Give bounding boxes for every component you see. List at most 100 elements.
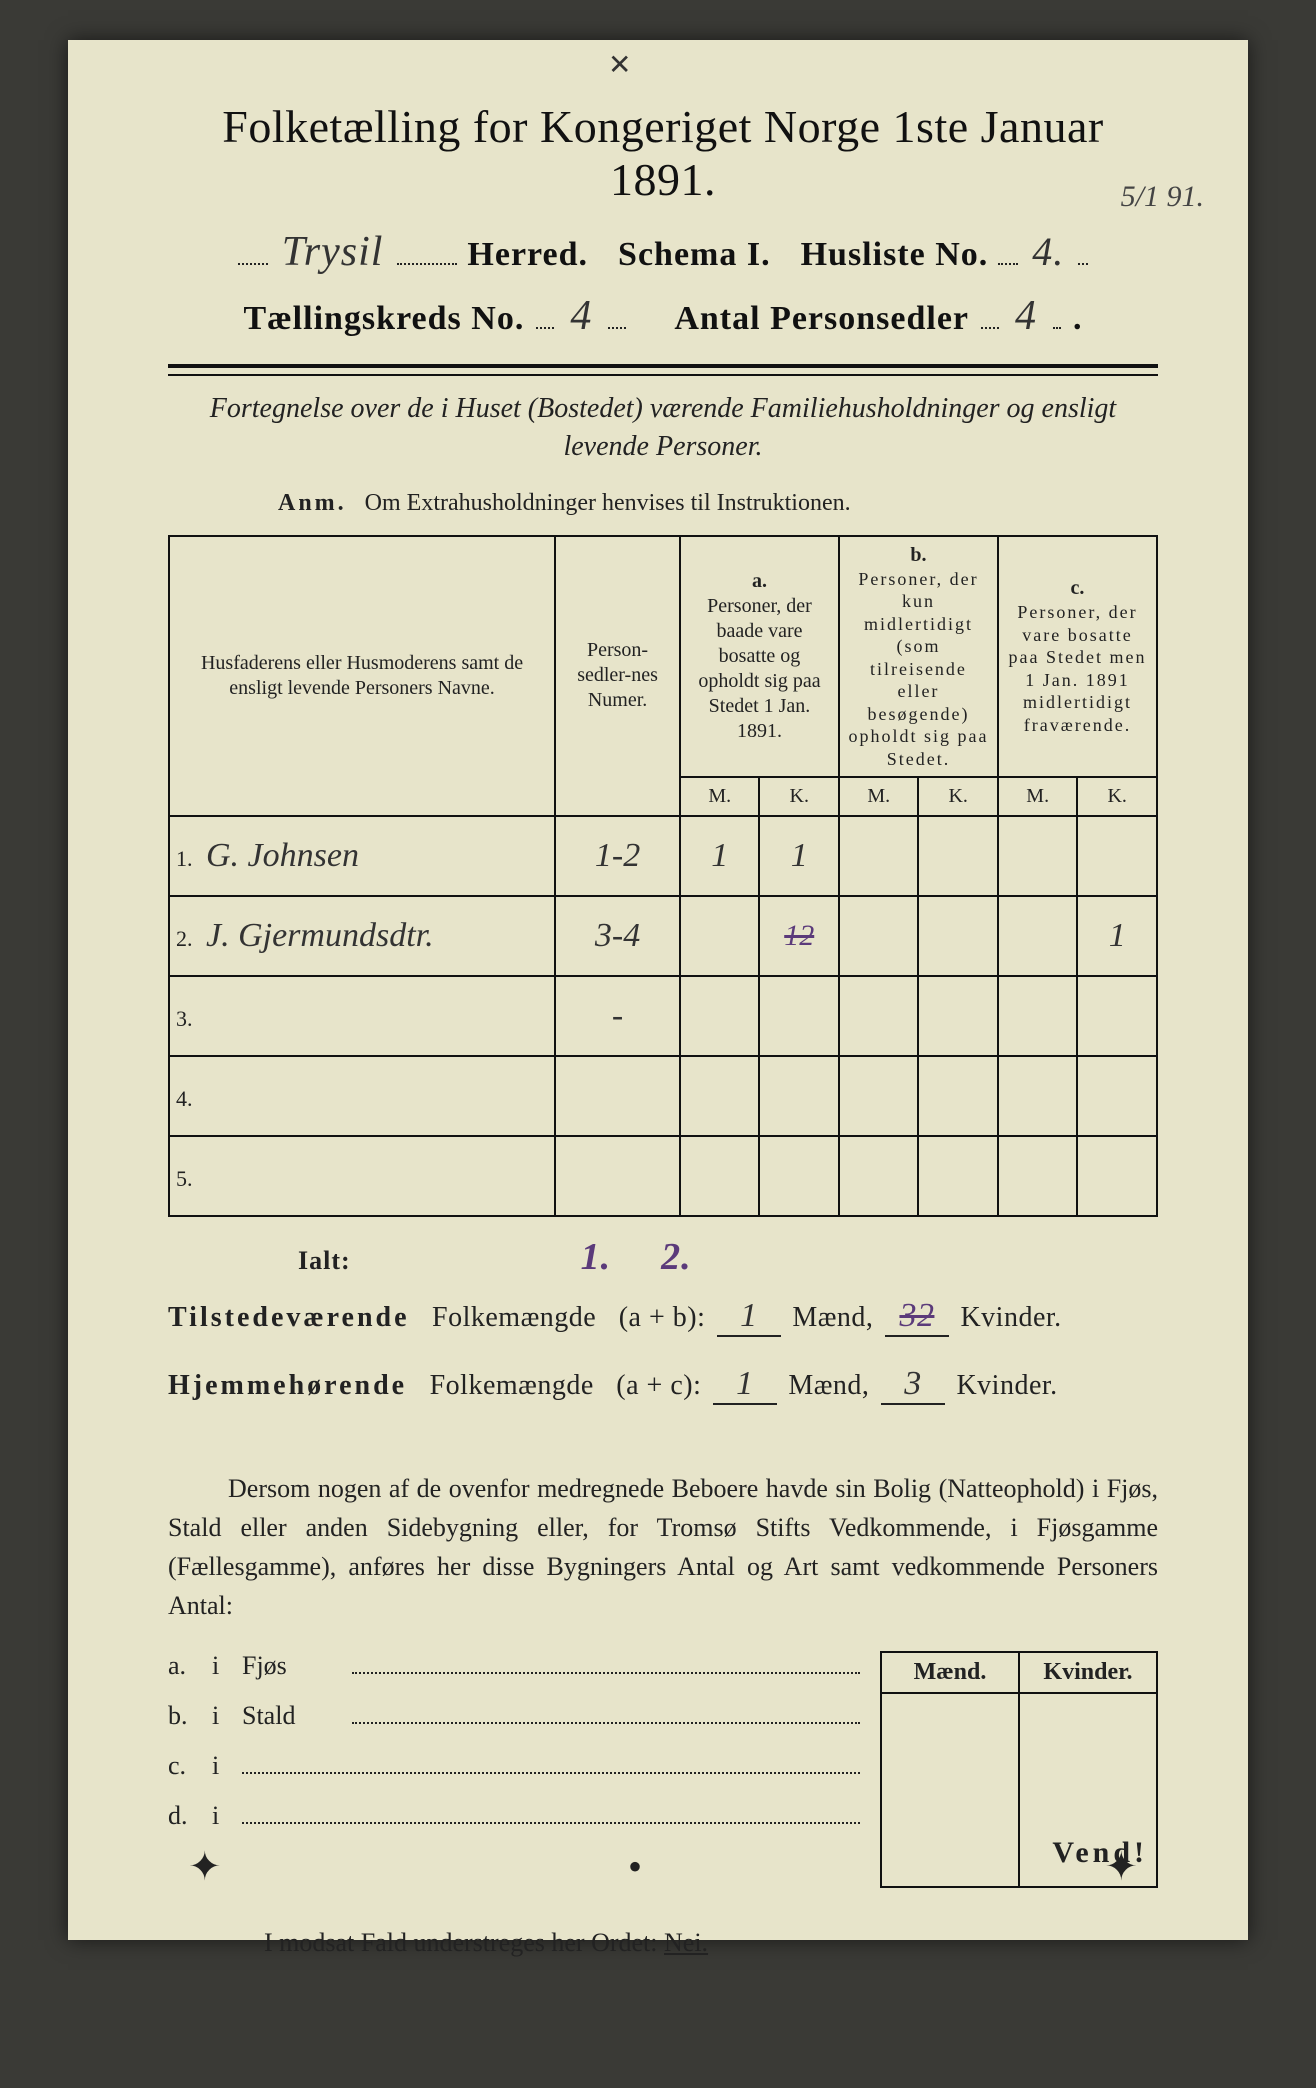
- b-label: b.: [846, 543, 991, 568]
- schema-label: Schema I.: [618, 236, 771, 274]
- data-cell: [998, 896, 1077, 976]
- table-row: 4.: [169, 1056, 1157, 1136]
- col-header-b: b. Personer, der kun midlertidigt (som t…: [839, 536, 998, 778]
- data-cell: [759, 1056, 838, 1136]
- mk-kvinder-header: Kvinder.: [1019, 1652, 1157, 1693]
- herred-label: Herred.: [467, 236, 588, 274]
- corner-mark: ✦: [188, 1843, 222, 1890]
- row-name-cell: 4.: [169, 1056, 555, 1136]
- data-cell: [918, 1136, 997, 1216]
- nej-line: I modsat Fald understreges her Ordet: Ne…: [264, 1928, 1158, 1958]
- a-label: a.: [687, 569, 832, 594]
- mk-header: K.: [918, 777, 997, 816]
- tilstede-line: Tilstedeværende Folkemængde (a + b): 1 M…: [168, 1297, 1158, 1337]
- data-cell: 1: [1077, 896, 1157, 976]
- data-cell: [1077, 1136, 1157, 1216]
- mk-header: M.: [680, 777, 759, 816]
- row-name-cell: 5.: [169, 1136, 555, 1216]
- ialt-value-1: 1.: [581, 1235, 612, 1279]
- c-label: c.: [1005, 576, 1150, 601]
- nej-word: Nei.: [664, 1928, 708, 1957]
- data-cell: [680, 1056, 759, 1136]
- corner-mark: ✦: [1104, 1843, 1138, 1890]
- c-text: Personer, der vare bosatte paa Stedet me…: [1005, 601, 1150, 736]
- data-cell: [918, 976, 997, 1056]
- hjem-maend: 1: [713, 1365, 777, 1405]
- building-a-label: Fjøs: [242, 1651, 352, 1681]
- data-cell: 12: [759, 896, 838, 976]
- anm-text: Om Extrahusholdninger henvises til Instr…: [365, 490, 851, 516]
- data-cell: [759, 1136, 838, 1216]
- table-body: 1. G. Johnsen1-2112. J. Gjermundsdtr.3-4…: [169, 816, 1157, 1216]
- building-row-b: b.i Stald: [168, 1701, 860, 1731]
- table-row: 5.: [169, 1136, 1157, 1216]
- building-b-label: Stald: [242, 1701, 352, 1731]
- ialt-row: Ialt: 1. 2.: [168, 1235, 1158, 1279]
- table-row: 2. J. Gjermundsdtr.3-4121: [169, 896, 1157, 976]
- data-cell: 1: [680, 816, 759, 896]
- folkemaengde-label: Folkemængde: [432, 1302, 596, 1333]
- ialt-value-2: 2.: [661, 1235, 692, 1279]
- tilstede-label: Tilstedeværende: [168, 1302, 410, 1333]
- row-name-cell: 1. G. Johnsen: [169, 816, 555, 896]
- tilstede-kvinder: 32: [885, 1297, 949, 1337]
- anm-label: Anm.: [278, 490, 347, 516]
- kvinder-label: Kvinder.: [956, 1370, 1057, 1401]
- row-name-cell: 3.: [169, 976, 555, 1056]
- anm-line: Anm. Om Extrahusholdninger henvises til …: [278, 490, 1158, 517]
- census-form-page: ✕ 5/1 91. Folketælling for Kongeriget No…: [68, 40, 1248, 1940]
- col-header-name-text: Husfaderens eller Husmoderens samt de en…: [201, 652, 523, 699]
- subheading: Fortegnelse over de i Huset (Bostedet) v…: [168, 390, 1158, 466]
- col-header-c: c. Personer, der vare bosatte paa Stedet…: [998, 536, 1157, 778]
- husliste-number: 4.: [1028, 228, 1068, 275]
- data-cell: [680, 1136, 759, 1216]
- herred-name-handwritten: Trysil: [278, 228, 388, 276]
- table-head: Husfaderens eller Husmoderens samt de en…: [169, 536, 1157, 817]
- data-cell: [839, 816, 918, 896]
- data-cell: -: [555, 976, 680, 1056]
- data-cell: [680, 896, 759, 976]
- mk-header: K.: [1077, 777, 1157, 816]
- rule-1: [168, 364, 1158, 368]
- hjem-label: Hjemmehørende: [168, 1370, 407, 1401]
- mk-maend-header: Mænd.: [881, 1652, 1019, 1693]
- data-cell: [555, 1056, 680, 1136]
- table-row: 3. -: [169, 976, 1157, 1056]
- page-title: Folketælling for Kongeriget Norge 1ste J…: [168, 100, 1158, 206]
- antal-label: Antal Personsedler: [674, 300, 969, 338]
- tallingskreds-label: Tællingskreds No.: [243, 300, 524, 338]
- a-text: Personer, der baade vare bosatte og opho…: [687, 594, 832, 744]
- nej-text: I modsat Fald understreges her Ordet:: [264, 1928, 664, 1957]
- side-date-annotation: 5/1 91.: [1117, 180, 1208, 214]
- b-text: Personer, der kun midlertidigt (som tilr…: [846, 568, 991, 771]
- data-cell: [839, 1056, 918, 1136]
- data-cell: [680, 976, 759, 1056]
- husliste-label: Husliste No.: [801, 236, 989, 274]
- mk-cell: [881, 1693, 1019, 1887]
- ab-label: (a + b):: [619, 1302, 706, 1333]
- census-table: Husfaderens eller Husmoderens samt de en…: [168, 535, 1158, 1218]
- data-cell: 3-4: [555, 896, 680, 976]
- data-cell: [998, 1136, 1077, 1216]
- folkemaengde-label: Folkemængde: [430, 1370, 594, 1401]
- mk-header: K.: [759, 777, 838, 816]
- data-cell: [839, 976, 918, 1056]
- maend-label: Mænd,: [788, 1370, 869, 1401]
- col-header-name: Husfaderens eller Husmoderens samt de en…: [169, 536, 555, 817]
- maend-label: Mænd,: [792, 1302, 873, 1333]
- data-cell: [918, 816, 997, 896]
- col-header-a: a. Personer, der baade vare bosatte og o…: [680, 536, 839, 778]
- mk-header: M.: [839, 777, 918, 816]
- data-cell: [839, 896, 918, 976]
- mk-header: M.: [998, 777, 1077, 816]
- header-line-2: Tællingskreds No. 4 Antal Personsedler 4…: [168, 292, 1158, 340]
- kvinder-label: Kvinder.: [960, 1302, 1061, 1333]
- data-cell: [1077, 816, 1157, 896]
- header-line-1: Trysil Herred. Schema I. Husliste No. 4.: [168, 228, 1158, 276]
- data-cell: 1-2: [555, 816, 680, 896]
- data-cell: [759, 976, 838, 1056]
- tallingskreds-number: 4: [566, 292, 596, 340]
- data-cell: [839, 1136, 918, 1216]
- corner-mark: •: [628, 1843, 642, 1890]
- bolig-paragraph-text: Dersom nogen af de ovenfor medregnede Be…: [168, 1474, 1158, 1620]
